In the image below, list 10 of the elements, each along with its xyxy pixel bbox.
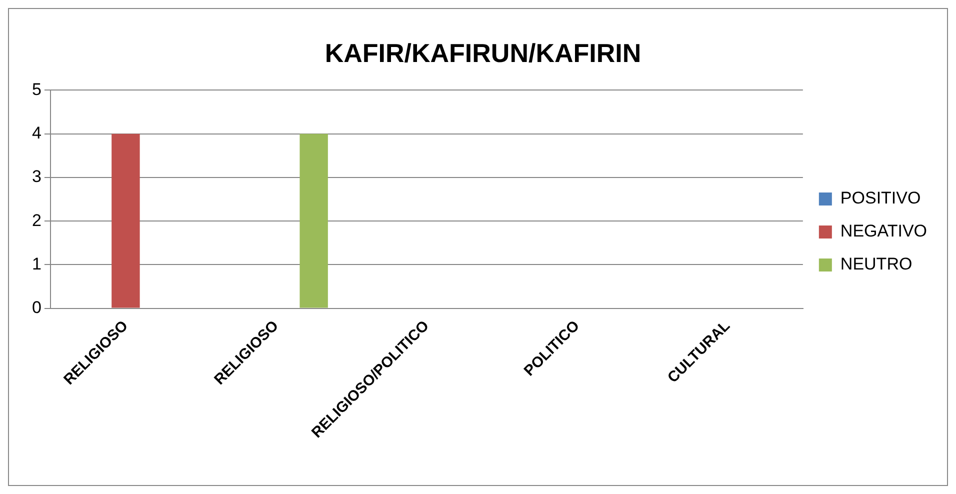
- legend-label: NEGATIVO: [840, 222, 928, 241]
- legend-label: POSITIVO: [840, 188, 921, 208]
- y-tick-label: 1: [32, 254, 42, 274]
- y-tick-label: 4: [32, 124, 42, 143]
- legend-label: NEUTRO: [840, 254, 912, 274]
- y-tick-label: 3: [32, 167, 42, 186]
- y-tick-label: 5: [32, 80, 42, 99]
- y-tick-label: 2: [32, 210, 42, 230]
- chart-title: KAFIR/KAFIRUN/KAFIRIN: [324, 38, 642, 68]
- y-tick-label: 0: [32, 298, 42, 317]
